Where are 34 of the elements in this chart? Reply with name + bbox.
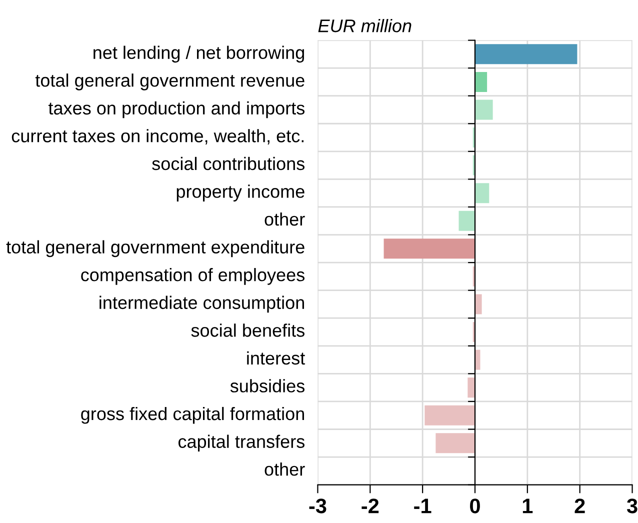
y-tick-label: subsidies [230,379,304,392]
bar [474,294,482,314]
y-tick-label: total general government expenditure [6,240,304,258]
x-tick-label: -1 [414,498,432,514]
y-tick-label: other [264,462,305,476]
bar [474,72,488,92]
bar [474,100,493,120]
y-tick-label: social benefits [191,324,304,337]
x-tick-label: 1 [522,498,533,514]
x-tick-label: 2 [574,498,585,514]
y-tick-label: current taxes on income, wealth, etc. [12,129,304,144]
y-tick-label: interest [247,351,306,365]
y-tick-label: property income [176,184,304,202]
bar [468,378,475,398]
bar [424,405,475,426]
y-tick-label: gross fixed capital formation [81,406,304,424]
x-tick-label: 0 [470,498,480,514]
bar [384,238,475,259]
bar [474,44,578,64]
y-tick-label: social contributions [152,156,304,170]
chart-title: EUR million [318,18,412,32]
bar [436,433,475,454]
y-tick-label: taxes on production and imports [48,101,305,118]
x-tick-label: 3 [626,498,638,514]
y-tick-label: capital transfers [178,434,304,452]
x-tick-label: -3 [309,498,326,514]
bar [458,210,475,231]
bar [474,183,490,204]
y-tick-label: compensation of employees [81,268,305,285]
y-tick-label: net lending / net borrowing [94,46,304,63]
y-tick-label: total general government revenue [35,74,304,90]
x-tick-label: -2 [362,498,379,514]
y-tick-label: intermediate consumption [100,296,304,313]
y-tick-label: other [264,212,305,226]
